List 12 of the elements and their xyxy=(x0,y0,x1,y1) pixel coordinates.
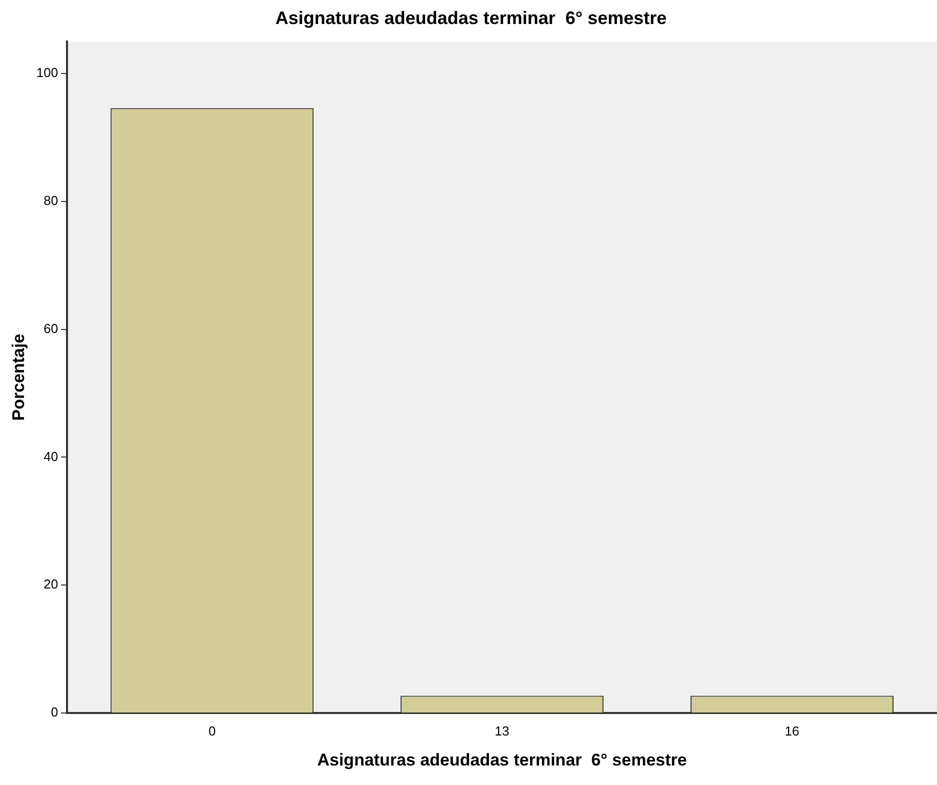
y-tick-label: 40 xyxy=(44,448,58,464)
x-tick-label: 0 xyxy=(208,723,216,738)
y-tick-label: 20 xyxy=(44,576,58,592)
y-axis-title: Porcentaje xyxy=(8,334,28,421)
y-tick-label: 80 xyxy=(44,193,58,208)
x-axis-title: Asignaturas adeudadas terminar 6° semestre xyxy=(317,750,687,770)
x-tick-label: 16 xyxy=(784,723,800,738)
x-tick-label: 13 xyxy=(494,723,510,738)
y-tick-label: 0 xyxy=(50,704,58,720)
y-tick-label: 100 xyxy=(36,65,58,80)
y-tick-label: 60 xyxy=(44,320,58,336)
chart-title: Asignaturas adeudadas terminar 6° semestre xyxy=(275,8,667,28)
